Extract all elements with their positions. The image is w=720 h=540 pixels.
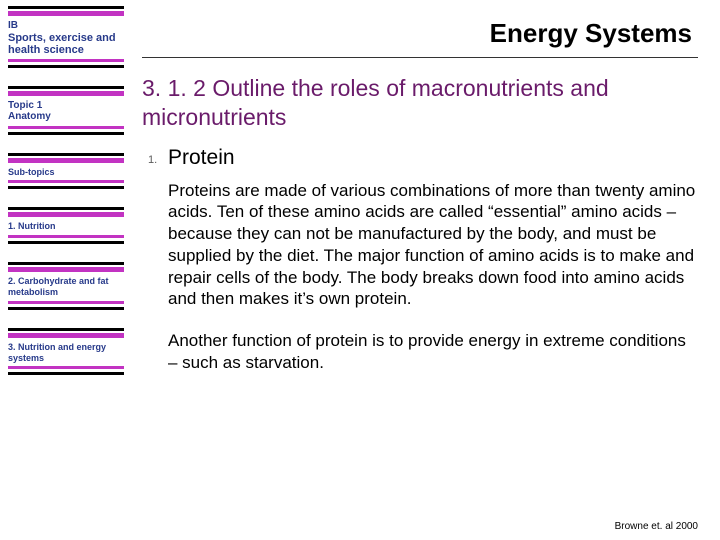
sidebar-item-label: 3. Nutrition and energy systems bbox=[8, 342, 124, 364]
sidebar-item-label: 2. Carbohydrate and fat metabolism bbox=[8, 276, 124, 298]
page-title: Energy Systems bbox=[142, 18, 698, 49]
sidebar-item-label: 1. Nutrition bbox=[8, 221, 124, 232]
list-number: 1. bbox=[142, 146, 168, 170]
list-title: Protein bbox=[168, 146, 235, 170]
divider bbox=[142, 57, 698, 58]
section-heading: 3. 1. 2 Outline the roles of macronutrie… bbox=[142, 74, 698, 132]
list-item-header: 1. Protein bbox=[142, 146, 698, 170]
course-code: IB bbox=[8, 20, 124, 32]
topic-name: Anatomy bbox=[8, 111, 124, 123]
sidebar-item[interactable]: 3. Nutrition and energy systems bbox=[8, 328, 124, 376]
topic-label: Topic 1 bbox=[8, 100, 124, 112]
citation: Browne et. al 2000 bbox=[615, 521, 698, 532]
paragraph: Another function of protein is to provid… bbox=[168, 330, 698, 374]
subtopics-label: Sub-topics bbox=[8, 167, 124, 178]
sidebar-item[interactable]: 2. Carbohydrate and fat metabolism bbox=[8, 262, 124, 310]
sidebar: IB Sports, exercise and health science T… bbox=[0, 0, 130, 540]
subject-name: Sports, exercise and health science bbox=[8, 32, 124, 56]
sidebar-item[interactable]: 1. Nutrition bbox=[8, 207, 124, 244]
sidebar-course-block: IB Sports, exercise and health science bbox=[8, 6, 124, 68]
paragraph: Proteins are made of various combination… bbox=[168, 180, 698, 311]
main-content: Energy Systems 3. 1. 2 Outline the roles… bbox=[130, 0, 720, 540]
sidebar-subtopics-label-block: Sub-topics bbox=[8, 153, 124, 190]
sidebar-topic-block: Topic 1 Anatomy bbox=[8, 86, 124, 135]
